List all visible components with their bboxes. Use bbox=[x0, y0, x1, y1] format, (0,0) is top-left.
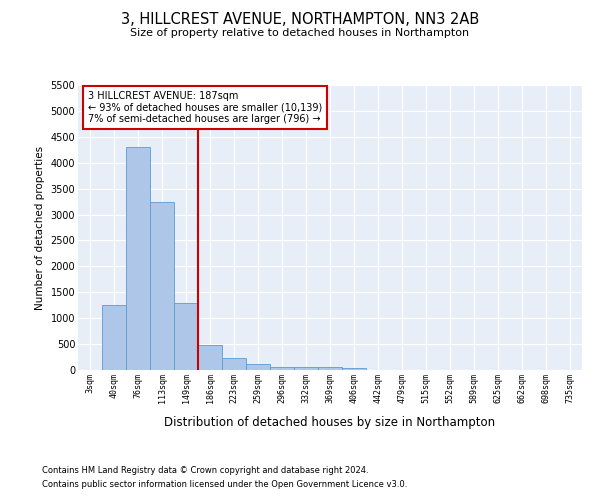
Text: Size of property relative to detached houses in Northampton: Size of property relative to detached ho… bbox=[130, 28, 470, 38]
Bar bbox=[342, 368, 366, 370]
Bar bbox=[174, 302, 198, 370]
Text: Contains HM Land Registry data © Crown copyright and database right 2024.: Contains HM Land Registry data © Crown c… bbox=[42, 466, 368, 475]
Text: Contains public sector information licensed under the Open Government Licence v3: Contains public sector information licen… bbox=[42, 480, 407, 489]
Bar bbox=[270, 366, 294, 370]
Bar bbox=[318, 368, 342, 370]
Bar bbox=[222, 358, 246, 370]
Text: 3 HILLCREST AVENUE: 187sqm
← 93% of detached houses are smaller (10,139)
7% of s: 3 HILLCREST AVENUE: 187sqm ← 93% of deta… bbox=[88, 90, 322, 124]
Bar bbox=[126, 147, 150, 370]
Bar bbox=[246, 364, 270, 370]
Bar bbox=[102, 305, 126, 370]
Text: Distribution of detached houses by size in Northampton: Distribution of detached houses by size … bbox=[164, 416, 496, 429]
Text: 3, HILLCREST AVENUE, NORTHAMPTON, NN3 2AB: 3, HILLCREST AVENUE, NORTHAMPTON, NN3 2A… bbox=[121, 12, 479, 28]
Bar bbox=[150, 202, 174, 370]
Bar bbox=[198, 346, 222, 370]
Bar bbox=[294, 368, 318, 370]
Y-axis label: Number of detached properties: Number of detached properties bbox=[35, 146, 45, 310]
